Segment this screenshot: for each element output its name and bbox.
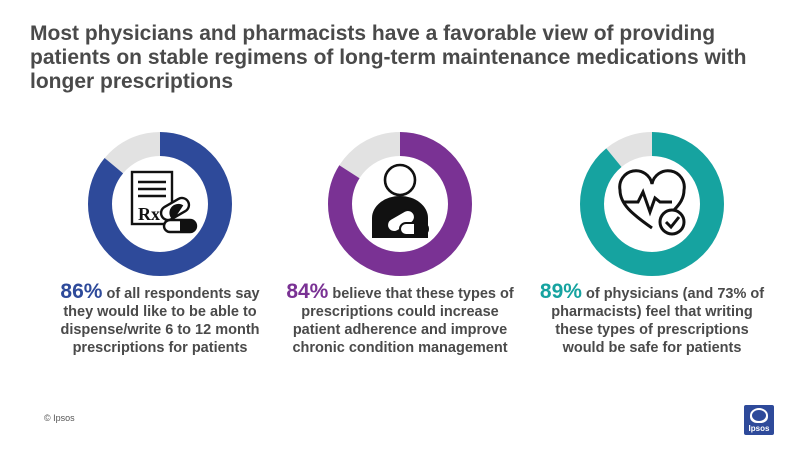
percent-label: 86%: [60, 280, 103, 303]
caption-dispense: 86% of all respondents say they would li…: [45, 280, 275, 357]
copyright-text: © Ipsos: [44, 413, 75, 423]
donut-value-arc: [88, 132, 232, 276]
heart-check-icon: [618, 169, 686, 236]
donut-chart-adherence: [328, 132, 472, 276]
svg-text:Rx: Rx: [138, 204, 160, 224]
prescription-pills-icon: Rx: [130, 170, 198, 234]
donut-value-arc: [580, 132, 724, 276]
donut-chart-safety: [580, 132, 724, 276]
caption-adherence: 84% believe that these types of prescrip…: [285, 280, 515, 357]
ipsos-logo: Ipsos: [744, 405, 774, 435]
caption-text: believe that these types of prescription…: [292, 286, 514, 356]
donut-value-arc: [328, 132, 472, 276]
logo-text: Ipsos: [748, 424, 770, 433]
page-title: Most physicians and pharmacists have a f…: [30, 22, 747, 93]
caption-text: of physicians (and 73% of pharmacists) f…: [551, 286, 765, 356]
caption-text: of all respondents say they would like t…: [60, 286, 260, 356]
donut-chart-dispense: Rx: [88, 132, 232, 276]
percent-label: 84%: [286, 280, 329, 303]
percent-label: 89%: [539, 280, 582, 303]
patient-pills-icon: [372, 163, 429, 238]
caption-safety: 89% of physicians (and 73% of pharmacist…: [537, 280, 767, 357]
